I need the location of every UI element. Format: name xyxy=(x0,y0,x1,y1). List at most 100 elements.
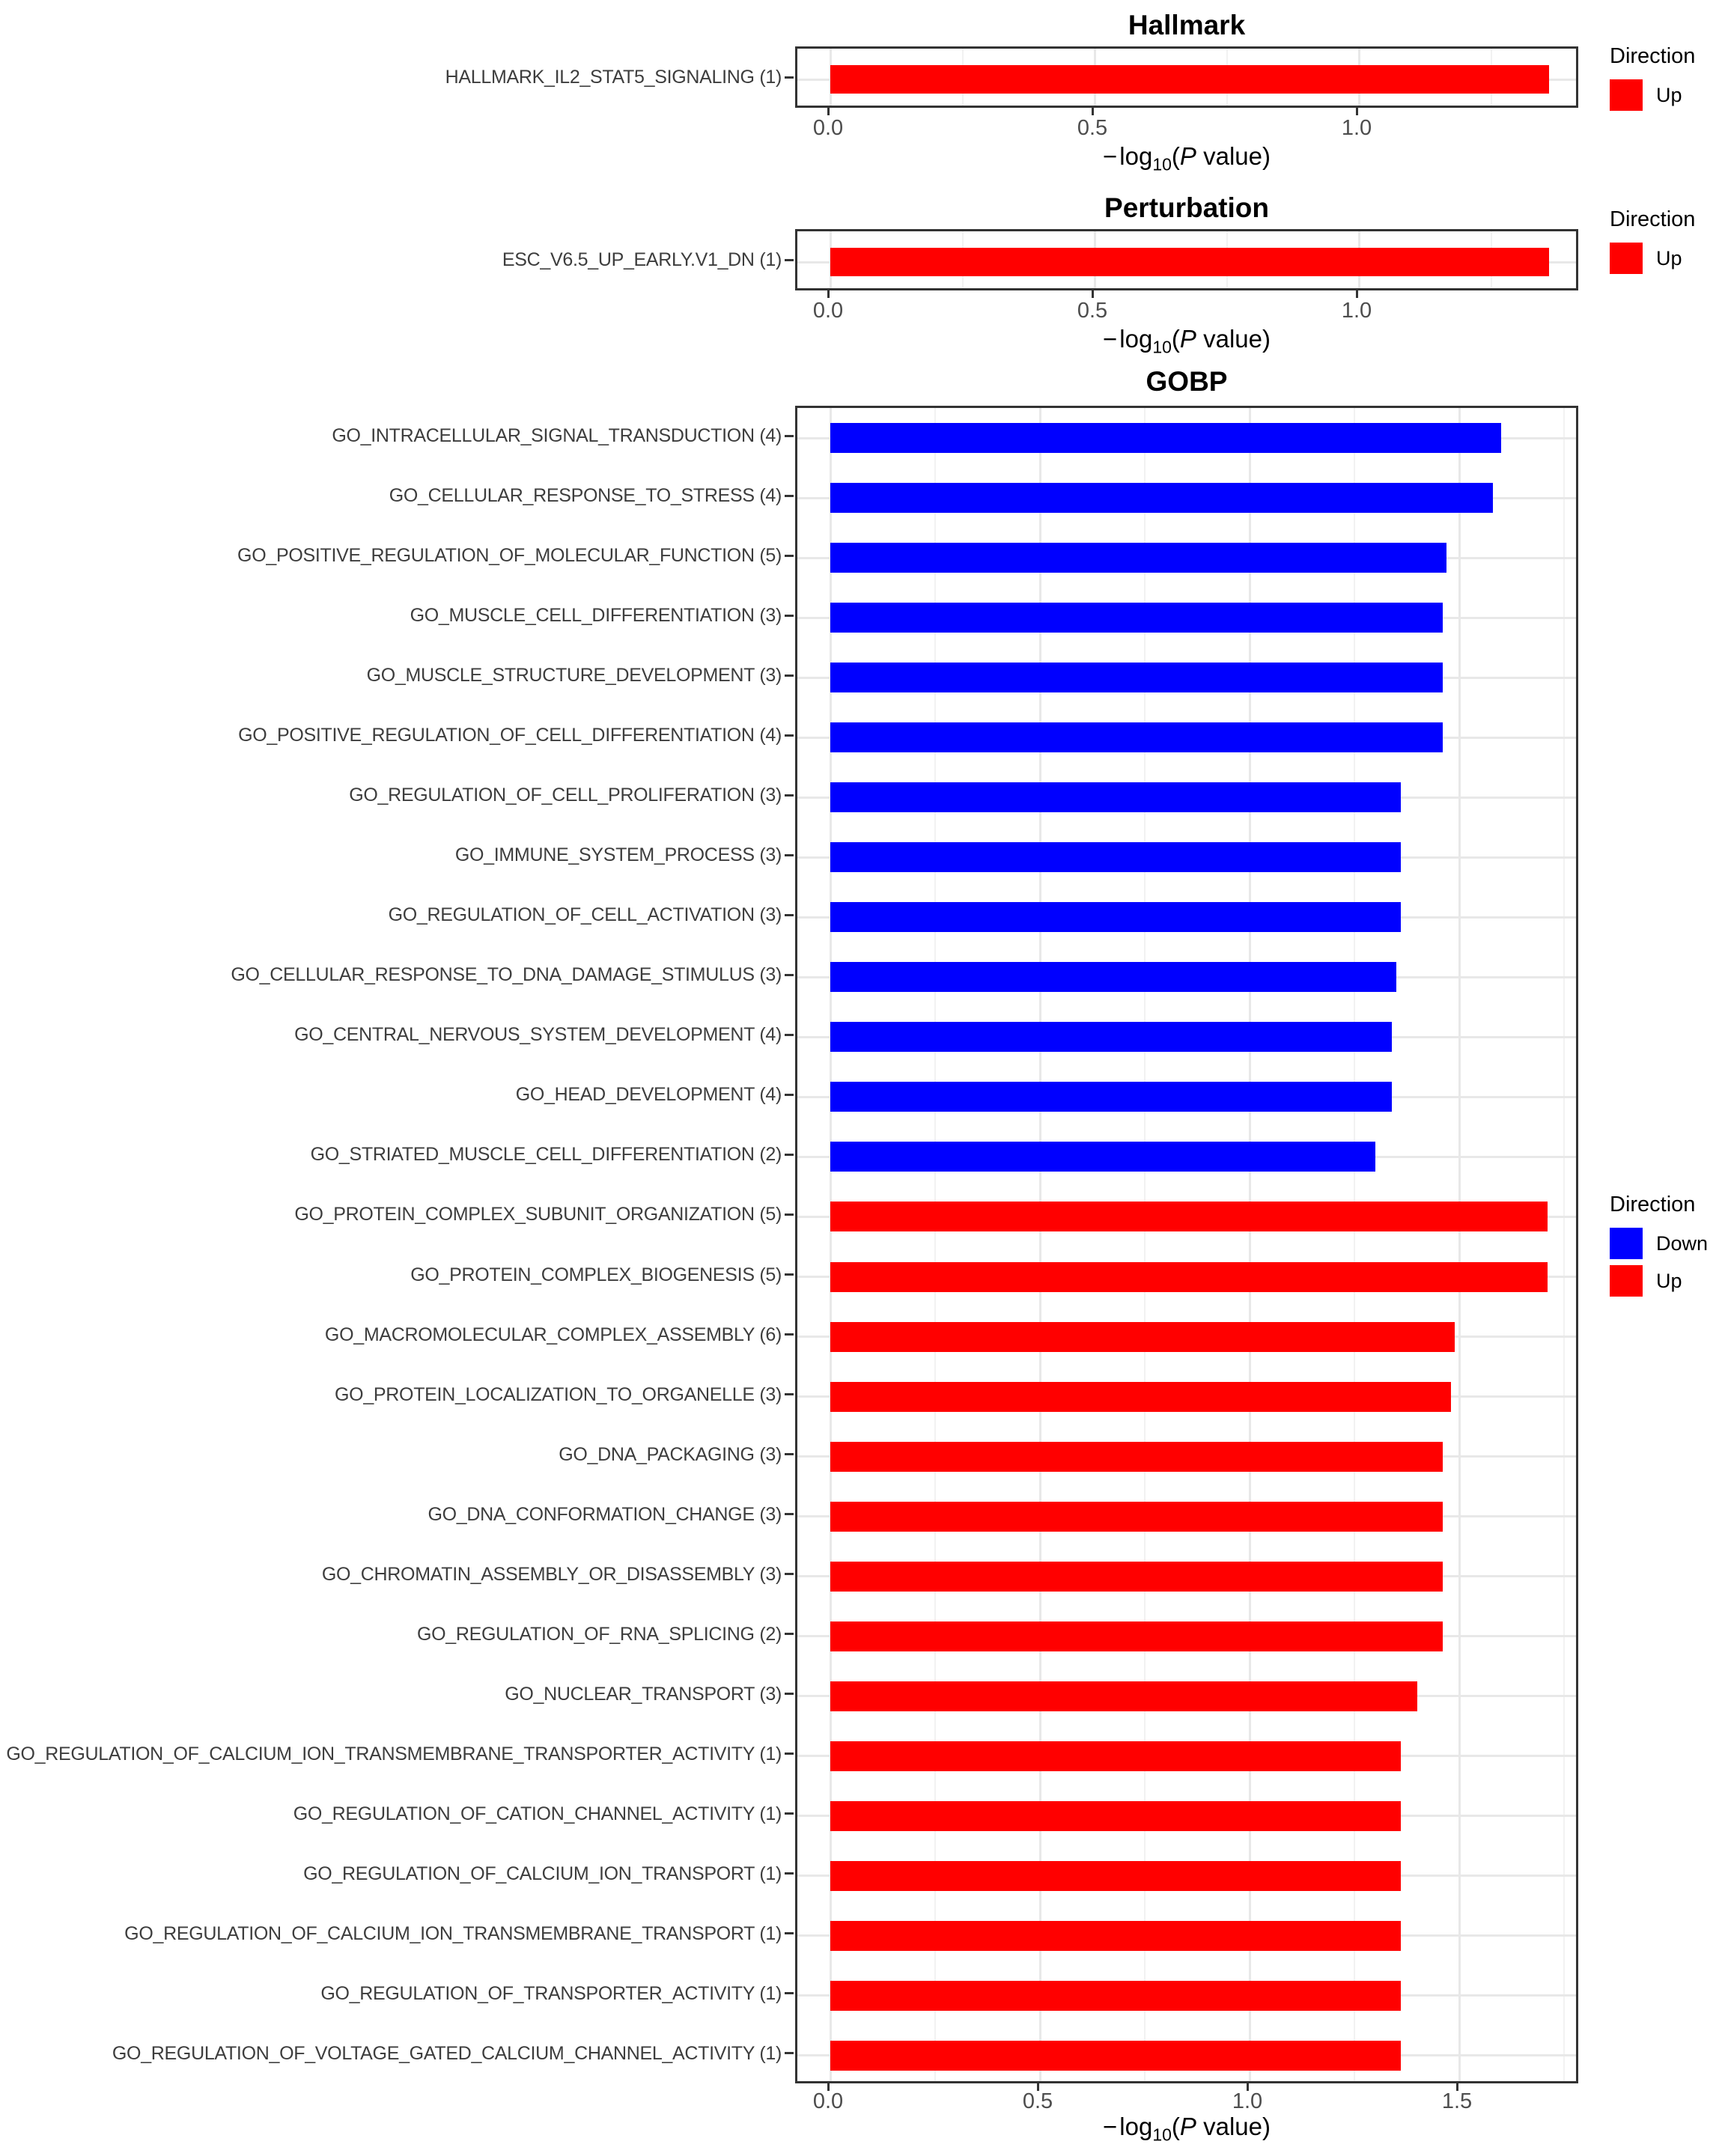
minor-gridline xyxy=(961,231,964,288)
category-gridline xyxy=(797,1035,1576,1038)
category-gridline xyxy=(797,1455,1576,1458)
category-gridline xyxy=(797,1155,1576,1158)
y-axis-tick xyxy=(785,1573,794,1576)
perturbation-chart-title: Perturbation xyxy=(1104,192,1269,223)
axis-title-part: ( xyxy=(1171,2113,1180,2140)
hallmark-chart-title: Hallmark xyxy=(1128,10,1246,40)
bar-up xyxy=(830,1561,1443,1592)
y-axis-tick xyxy=(785,1752,794,1755)
category-label: GO_CHROMATIN_ASSEMBLY_OR_DISASSEMBLY (3) xyxy=(321,1563,782,1585)
y-axis-tick xyxy=(785,1872,794,1875)
bar-up xyxy=(830,1501,1443,1532)
bar-down xyxy=(830,543,1447,573)
x-axis-tick xyxy=(1355,108,1358,115)
x-axis-tick xyxy=(827,108,830,115)
bar-up xyxy=(830,1920,1401,1951)
bar-up xyxy=(830,1741,1401,1771)
axis-title-part: ( xyxy=(1171,142,1180,170)
category-gridline xyxy=(797,736,1576,739)
minor-gridline xyxy=(1490,49,1492,106)
major-gridline xyxy=(829,49,832,106)
category-gridline xyxy=(797,1575,1576,1578)
category-gridline xyxy=(797,78,1576,81)
category-gridline xyxy=(797,1515,1576,1518)
y-axis-tick xyxy=(785,494,794,497)
category-gridline xyxy=(797,2054,1576,2057)
bar-up xyxy=(830,1980,1401,2011)
legend: Direction Down Up xyxy=(1610,1193,1725,1303)
x-axis-title: −log10(P value) xyxy=(962,142,1411,175)
category-label: GO_CELLULAR_RESPONSE_TO_DNA_DAMAGE_STIMU… xyxy=(231,964,782,986)
category-gridline xyxy=(797,496,1576,499)
category-gridline xyxy=(797,1215,1576,1218)
major-gridline xyxy=(1357,49,1360,106)
x-tick-label: 0.5 xyxy=(1022,2089,1053,2113)
x-axis-tick xyxy=(827,2083,830,2091)
y-axis-tick xyxy=(785,434,794,437)
y-axis-tick xyxy=(785,1333,794,1336)
category-label: GO_HEAD_DEVELOPMENT (4) xyxy=(515,1084,782,1106)
axis-title-part: value) xyxy=(1196,142,1271,170)
axis-title-part: value) xyxy=(1196,2113,1271,2140)
axis-title-part: log xyxy=(1119,142,1153,170)
bar-down xyxy=(830,603,1443,633)
bar-down xyxy=(830,962,1396,993)
major-gridline xyxy=(1357,231,1360,288)
category-label: GO_MUSCLE_CELL_DIFFERENTIATION (3) xyxy=(410,605,782,627)
category-label: GO_REGULATION_OF_CELL_PROLIFERATION (3) xyxy=(349,785,782,806)
category-gridline xyxy=(797,1695,1576,1698)
category-gridline xyxy=(797,616,1576,619)
x-tick-label: 1.0 xyxy=(1341,116,1372,140)
x-axis-tick xyxy=(1246,2083,1249,2091)
category-gridline xyxy=(797,796,1576,799)
category-gridline xyxy=(797,975,1576,978)
legend-swatch-down xyxy=(1610,1228,1643,1259)
y-axis-tick xyxy=(785,913,794,916)
category-gridline xyxy=(797,1336,1576,1339)
y-axis-tick xyxy=(785,853,794,856)
legend-title: Direction xyxy=(1610,207,1696,231)
axis-title-part: P xyxy=(1179,325,1196,353)
category-label: GO_REGULATION_OF_CATION_CHANNEL_ACTIVITY… xyxy=(293,1803,782,1824)
category-gridline xyxy=(797,916,1576,919)
legend-swatch-up xyxy=(1610,243,1643,274)
minor-gridline xyxy=(1354,408,1355,2081)
y-axis-tick xyxy=(785,794,794,797)
y-axis-tick xyxy=(785,1453,794,1456)
bar-up xyxy=(830,1621,1443,1651)
bar-up xyxy=(830,1202,1548,1232)
bar-down xyxy=(830,782,1401,813)
major-gridline xyxy=(829,408,832,2081)
axis-title-part: − xyxy=(1103,325,1118,353)
category-gridline xyxy=(797,1276,1576,1279)
category-label: GO_CELLULAR_RESPONSE_TO_STRESS (4) xyxy=(389,485,782,507)
bar-up xyxy=(830,1261,1548,1292)
legend-label: Up xyxy=(1656,247,1682,270)
bar-down xyxy=(830,902,1401,933)
category-gridline xyxy=(797,1635,1576,1638)
y-axis-tick xyxy=(785,76,794,79)
y-axis-tick xyxy=(785,1633,794,1636)
bar-up xyxy=(830,1800,1401,1831)
category-gridline xyxy=(797,1994,1576,1997)
category-gridline xyxy=(797,261,1576,264)
legend: Direction Up xyxy=(1610,45,1725,117)
gobp-chart-title: GOBP xyxy=(1146,366,1228,397)
minor-gridline xyxy=(961,49,964,106)
plot-panel xyxy=(795,406,1578,2083)
bar-up xyxy=(830,1381,1451,1412)
axis-title-part: 10 xyxy=(1152,337,1172,357)
axis-title-part: 10 xyxy=(1152,154,1172,174)
category-gridline xyxy=(797,1395,1576,1398)
category-label: ESC_V6.5_UP_EARLY.V1_DN (1) xyxy=(502,249,782,270)
category-gridline xyxy=(797,1095,1576,1098)
y-axis-tick xyxy=(785,1093,794,1096)
x-axis-title: −log10(P value) xyxy=(962,325,1411,358)
y-axis-tick xyxy=(785,2052,794,2055)
bar-up xyxy=(830,65,1550,94)
y-axis-tick xyxy=(785,1693,794,1696)
bar-up xyxy=(830,248,1550,276)
category-label: GO_POSITIVE_REGULATION_OF_MOLECULAR_FUNC… xyxy=(237,545,782,567)
